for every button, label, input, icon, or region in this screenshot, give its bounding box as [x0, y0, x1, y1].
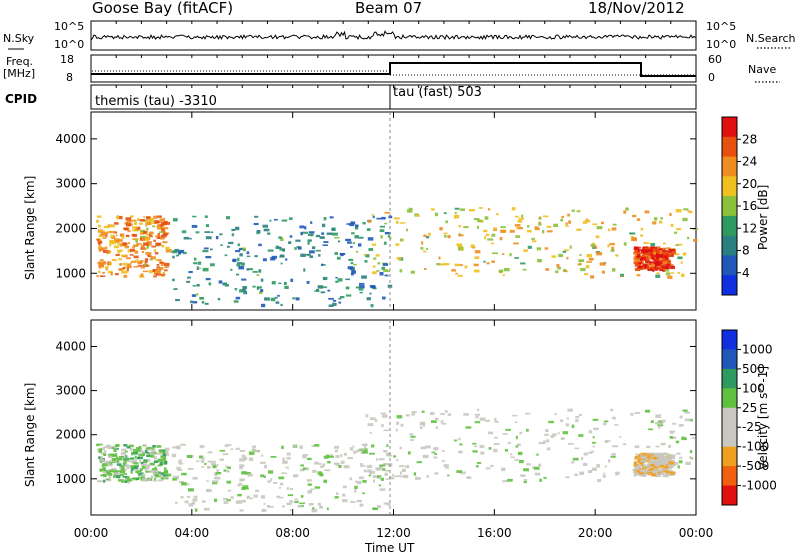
noise-right-tick-bottom: 10^0	[706, 38, 736, 51]
colorbar-tick-label: 28	[742, 132, 757, 146]
y-tick-label: 1000	[55, 472, 86, 486]
y-tick-label: 3000	[55, 384, 86, 398]
noise-sky-trace	[90, 30, 696, 41]
colorbar-tick-label: -100	[742, 440, 769, 454]
colorbar-segment	[722, 117, 737, 138]
colorbar-tick-label: 8	[742, 244, 750, 258]
colorbar-segment	[722, 156, 737, 177]
colorbar-segment	[722, 368, 737, 389]
cpid-mode-1: themis (tau) -3310	[95, 94, 217, 109]
echo-region	[171, 443, 393, 513]
y-tick-label: 3000	[55, 177, 86, 191]
colorbar-segment	[722, 466, 737, 487]
colorbar-segment	[722, 485, 737, 506]
echo-region	[363, 408, 696, 484]
colorbar-tick-label: 4	[742, 266, 750, 280]
y-tick-label: 2000	[55, 428, 86, 442]
colorbar-tick-label: 100	[742, 381, 765, 395]
velocity-ylabel: Slant Range [km]	[23, 383, 37, 487]
colorbar-tick-label: 20	[742, 177, 757, 191]
power-colorbar: 4 8 12 16 20 24 28	[721, 116, 757, 296]
echo-region	[363, 207, 699, 279]
station-title: Goose Bay (fitACF)	[92, 0, 233, 17]
y-tick-label: 4000	[55, 339, 86, 353]
colorbar-segment	[722, 427, 737, 448]
echo-region	[171, 215, 393, 308]
nave-tick-top: 60	[708, 53, 722, 66]
colorbar-segment	[722, 446, 737, 467]
freq-tick-top: 18	[60, 53, 74, 66]
colorbar-segment	[722, 176, 737, 197]
colorbar-segment	[722, 330, 737, 350]
freq-tick-bottom: 8	[66, 71, 73, 84]
power-echo-layer	[96, 207, 699, 308]
colorbar-tick-label: 25	[742, 401, 757, 415]
nave-tick-bottom: 0	[708, 71, 715, 84]
y-tick-label: 1000	[55, 266, 86, 280]
y-tick-label: 4000	[55, 132, 86, 146]
freq-unit-label: [MHz]	[3, 67, 35, 80]
frequency-trace	[91, 62, 696, 77]
cpid-panel: CPID themis (tau) -3310 tau (fast) 503	[5, 84, 697, 110]
colorbar-segment	[722, 349, 737, 370]
x-tick-label: 00:00	[679, 526, 714, 540]
velocity-echo-layer	[96, 408, 696, 513]
echo-region	[633, 452, 677, 478]
colorbar-tick-label: 16	[742, 199, 757, 213]
power-panel: 1000 2000 3000 4000 Slant Range [km]	[23, 111, 699, 311]
x-tick-label: 08:00	[275, 526, 310, 540]
echo-region	[96, 443, 172, 484]
colorbar-tick-label: -1000	[742, 479, 777, 493]
velocity-colorbar-label: Velocity [m s^-1]	[756, 366, 770, 470]
velocity-y-axis: 1000 2000 3000 4000	[55, 339, 696, 486]
noise-right-label: N.Search	[746, 32, 796, 45]
colorbar-segment	[722, 255, 737, 276]
time-axis-label: Time UT	[364, 541, 415, 554]
x-tick-label: 20:00	[578, 526, 613, 540]
colorbar-tick-label: 1000	[742, 342, 773, 356]
noise-panel: N.Sky 10^5 10^0 10^5 10^0 N.Search	[3, 20, 796, 51]
date-title: 18/Nov/2012	[588, 0, 685, 17]
cpid-label: CPID	[5, 92, 37, 106]
power-y-axis: 1000 2000 3000 4000	[55, 132, 696, 280]
colorbar-segment	[722, 407, 737, 428]
beam-title: Beam 07	[355, 0, 422, 17]
nave-label: Nave	[748, 63, 776, 76]
power-ylabel: Slant Range [km]	[23, 176, 37, 280]
x-tick-label: 00:00	[74, 526, 109, 540]
colorbar-segment	[722, 235, 737, 256]
x-tick-label: 12:00	[376, 526, 411, 540]
freq-label: Freq.	[6, 55, 33, 68]
colorbar-segment	[722, 215, 737, 237]
noise-right-tick-top: 10^5	[706, 20, 736, 33]
colorbar-tick-label: -500	[742, 459, 769, 473]
cpid-mode-2: tau (fast) 503	[393, 85, 482, 100]
noise-left-tick-bottom: 10^0	[54, 38, 84, 51]
colorbar-segment	[722, 388, 737, 409]
colorbar-segment	[722, 136, 737, 158]
y-tick-label: 2000	[55, 221, 86, 235]
x-tick-label: 04:00	[175, 526, 210, 540]
echo-region	[633, 246, 677, 272]
colorbar-tick-label: 12	[742, 221, 757, 235]
power-colorbar-label: Power [dB]	[756, 185, 770, 250]
colorbar-tick-label: 500	[742, 362, 765, 376]
x-tick-label: 16:00	[477, 526, 512, 540]
echo-region	[96, 215, 172, 278]
colorbar-segment	[722, 196, 737, 217]
velocity-panel: 1000 2000 3000 4000 Slant Range [km]	[23, 319, 697, 516]
colorbar-tick-label: -25	[742, 420, 762, 434]
time-axis: 00:00 04:00 08:00 12:00 16:00 20:00 00:00	[74, 21, 714, 540]
noise-left-label: N.Sky	[3, 32, 35, 45]
colorbar-segment	[722, 275, 737, 296]
noise-left-tick-top: 10^5	[54, 20, 84, 33]
frequency-panel: Freq. [MHz] 18 8 60 0 Nave	[3, 53, 780, 84]
colorbar-tick-label: 24	[742, 155, 757, 169]
velocity-colorbar: 1000 500 100 25 -25 -100 -500 -1000	[721, 329, 777, 506]
